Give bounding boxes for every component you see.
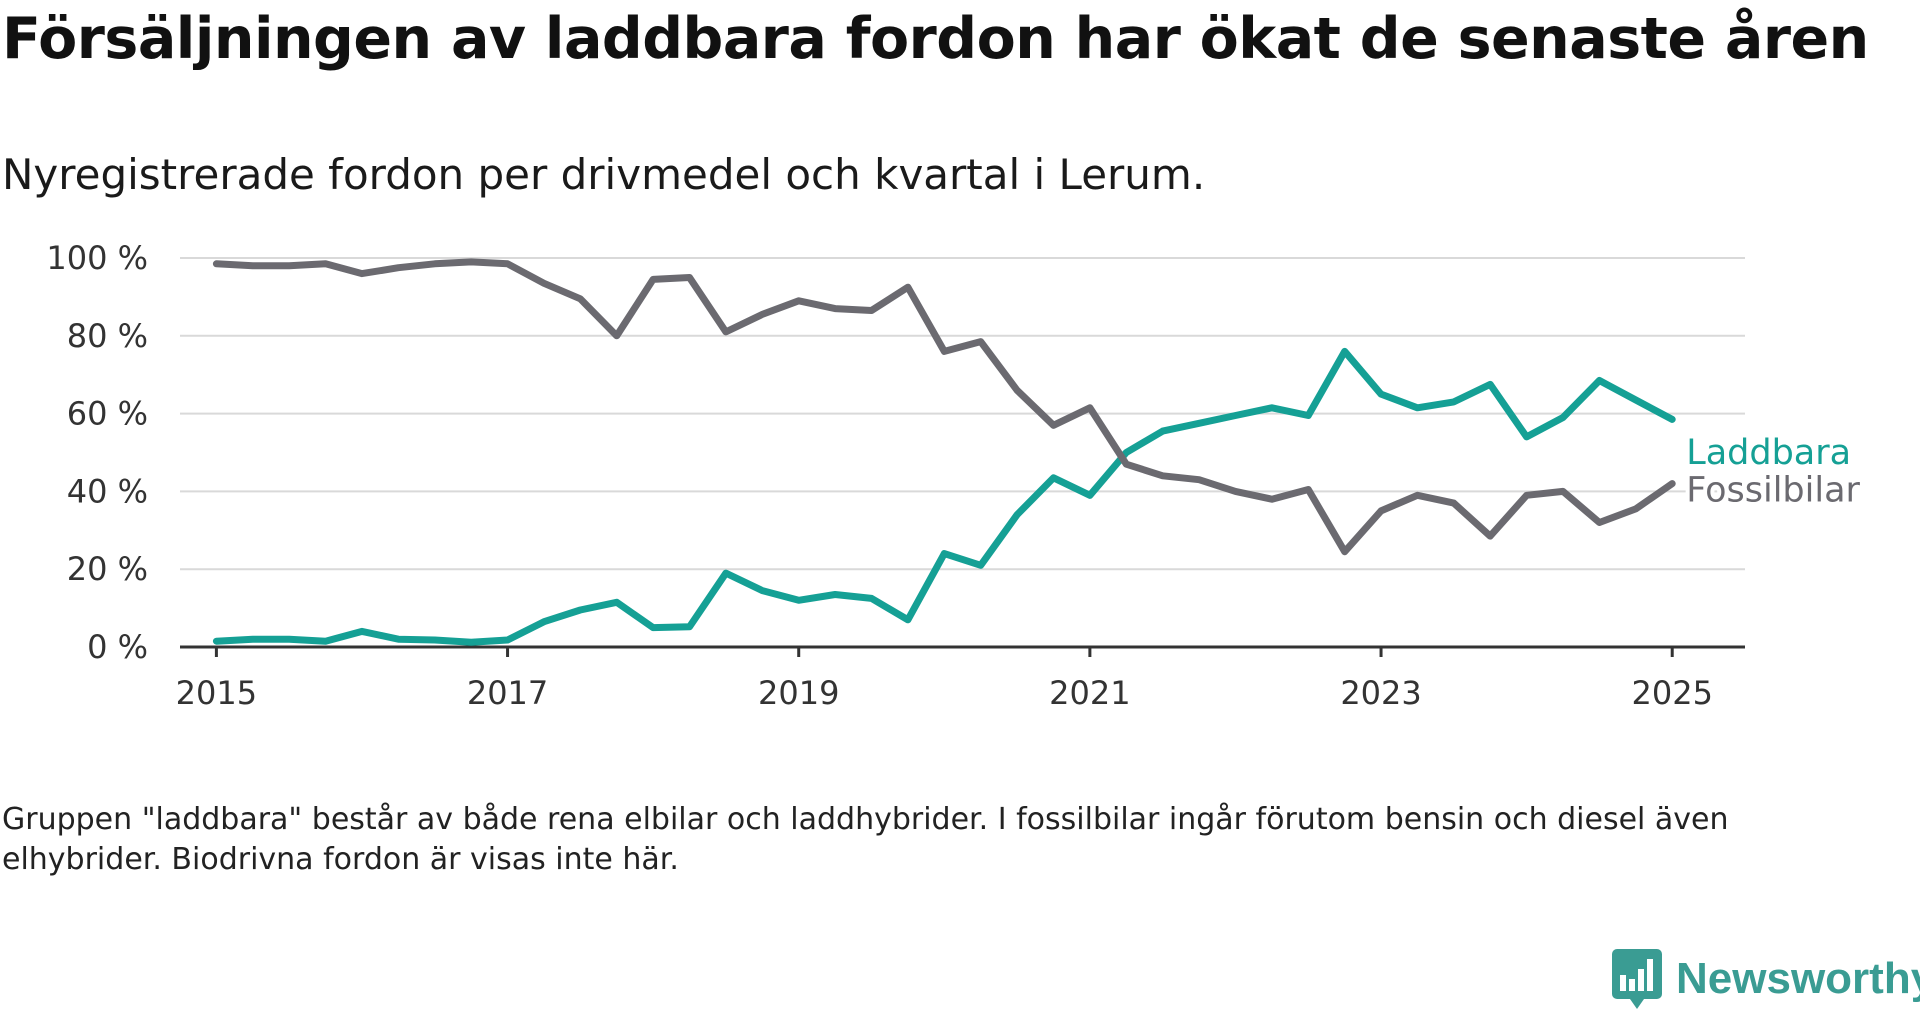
- x-tick-label-2023: 2023: [1340, 674, 1421, 712]
- series-line-fossilbilar: [212, 258, 1676, 556]
- brand-name: Newsworthy: [1676, 954, 1920, 1003]
- chart-subtitle: Nyregistrerade fordon per drivmedel och …: [2, 150, 1206, 199]
- newsworthy-logo[interactable]: Newsworthy: [1612, 946, 1920, 1012]
- x-tick-label-2021: 2021: [1049, 674, 1130, 712]
- series-label-laddbara: Laddbara: [1686, 433, 1851, 473]
- x-tick-label-2019: 2019: [758, 674, 839, 712]
- y-tick-label-0: 0 %: [87, 628, 148, 666]
- y-tick-label-80: 80 %: [67, 317, 148, 355]
- line-chart: 0 % 20 % 40 % 60 % 80 % 100 % 2015 2017 2019 2021…: [46, 239, 1864, 712]
- x-tick-label-2015: 2015: [176, 674, 257, 712]
- y-tick-label-20: 20 %: [67, 550, 148, 588]
- x-tick-label-2017: 2017: [467, 674, 548, 712]
- y-tick-label-60: 60 %: [67, 395, 148, 433]
- y-tick-label-40: 40 %: [67, 472, 148, 510]
- footnote: Gruppen "laddbara" består av både rena e…: [2, 802, 1729, 877]
- series-label-fossilbilar: Fossilbilar: [1686, 470, 1860, 510]
- chart-title: Försäljningen av laddbara fordon har öka…: [2, 6, 1869, 72]
- y-tick-label-100: 100 %: [46, 239, 148, 277]
- x-tick-label-2025: 2025: [1631, 674, 1712, 712]
- series-line-laddbara: [212, 347, 1676, 646]
- newsworthy-logo-icon: [1612, 949, 1662, 1009]
